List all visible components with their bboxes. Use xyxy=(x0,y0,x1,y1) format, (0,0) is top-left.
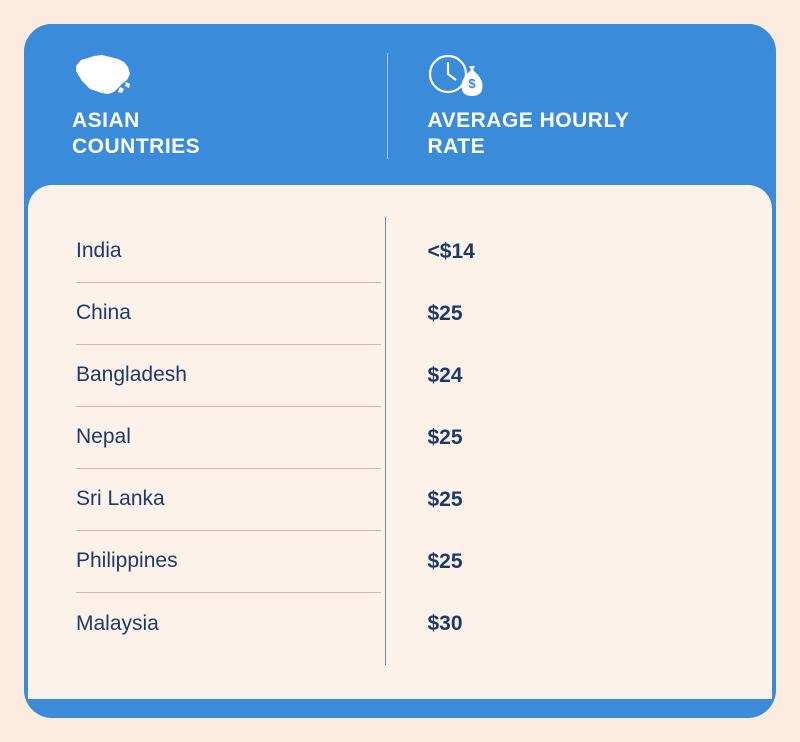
clock-moneybag-icon: $ xyxy=(428,52,488,98)
header-col-rate: $ AVERAGE HOURLY RATE xyxy=(394,52,737,161)
asia-map-icon xyxy=(72,52,134,98)
header-col-countries: ASIAN COUNTRIES xyxy=(72,52,381,161)
rate-cell: $25 xyxy=(428,469,733,531)
header-label-line: COUNTRIES xyxy=(72,135,200,158)
header-label-line: RATE xyxy=(428,135,486,158)
header-label-line: AVERAGE HOURLY xyxy=(428,109,630,132)
card-header: ASIAN COUNTRIES $ xyxy=(24,24,776,185)
rate-cell: $25 xyxy=(428,283,733,345)
header-label-line: ASIAN xyxy=(72,109,140,132)
rate-cell: <$14 xyxy=(428,221,733,283)
country-cell: Sri Lanka xyxy=(76,469,381,531)
country-cell: Nepal xyxy=(76,407,381,469)
countries-column: IndiaChinaBangladeshNepalSri LankaPhilip… xyxy=(76,221,381,675)
header-vertical-divider xyxy=(387,53,388,159)
country-cell: Philippines xyxy=(76,531,381,593)
page-background: ASIAN COUNTRIES $ xyxy=(0,0,800,742)
rate-cell: $25 xyxy=(428,531,733,593)
header-label-countries: ASIAN COUNTRIES xyxy=(72,108,200,161)
rate-cell: $30 xyxy=(428,593,733,655)
country-cell: China xyxy=(76,283,381,345)
rate-cell: $24 xyxy=(428,345,733,407)
country-cell: Bangladesh xyxy=(76,345,381,407)
rates-card: ASIAN COUNTRIES $ xyxy=(24,24,776,718)
country-cell: Malaysia xyxy=(76,593,381,655)
rates-column: <$14$25$24$25$25$25$30 xyxy=(390,221,733,675)
svg-text:$: $ xyxy=(468,76,476,91)
rate-cell: $25 xyxy=(428,407,733,469)
card-body: IndiaChinaBangladeshNepalSri LankaPhilip… xyxy=(28,185,772,699)
country-cell: India xyxy=(76,221,381,283)
body-vertical-divider xyxy=(385,217,386,665)
header-label-rate: AVERAGE HOURLY RATE xyxy=(428,108,630,161)
